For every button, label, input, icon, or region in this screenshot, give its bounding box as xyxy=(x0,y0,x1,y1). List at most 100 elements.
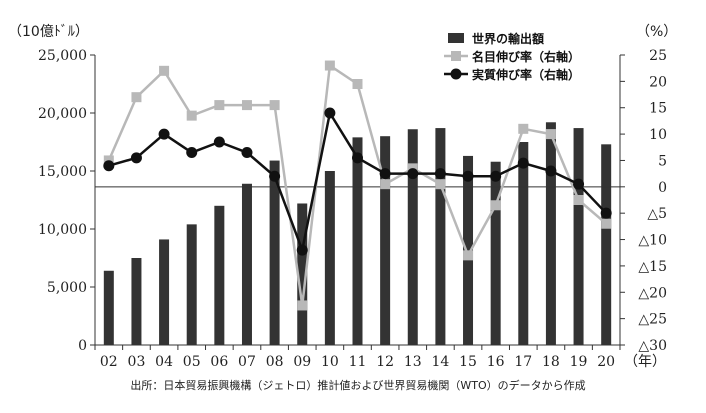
nominal-growth-point xyxy=(573,195,584,205)
bar xyxy=(269,160,280,345)
nominal-growth-point xyxy=(601,218,612,229)
legend-real-swatch-marker xyxy=(450,68,462,80)
right-axis-tick-label: 5 xyxy=(658,153,667,169)
real-growth-point xyxy=(434,168,446,180)
nominal-growth-point xyxy=(214,100,225,111)
x-axis-tick-label: 06 xyxy=(210,354,228,370)
bar xyxy=(324,171,335,345)
left-axis-tick-label: 15,000 xyxy=(38,164,87,180)
nominal-growth-point xyxy=(131,92,142,103)
left-axis-tick-label: 0 xyxy=(78,338,87,354)
x-axis-tick-label: 07 xyxy=(238,354,256,370)
left-axis-unit: （10億ﾄﾞﾙ） xyxy=(8,24,89,40)
real-growth-point xyxy=(213,136,225,148)
right-axis-tick-label: △30 xyxy=(638,338,667,354)
x-axis-tick-label: 20 xyxy=(597,354,615,370)
nominal-growth-point xyxy=(269,100,280,111)
right-axis-tick-label: 20 xyxy=(649,74,667,90)
left-axis-tick-label: 5,000 xyxy=(47,280,87,296)
legend-label: 実質伸び率（右軸） xyxy=(472,67,580,82)
bar xyxy=(380,136,391,345)
bar xyxy=(601,144,612,345)
real-growth-point xyxy=(352,152,363,164)
bar xyxy=(186,224,197,345)
source-note: 出所：日本貿易振興機構（ジェトロ）推計値および世界貿易機関（WTO）のデータから… xyxy=(130,378,585,392)
real-growth-point xyxy=(573,178,585,190)
bar xyxy=(407,129,418,345)
x-axis-tick-label: 13 xyxy=(404,354,422,370)
x-axis-tick-label: 10 xyxy=(321,354,339,370)
real-growth-point xyxy=(407,168,419,180)
legend-bar-swatch xyxy=(448,33,464,43)
nominal-growth-point xyxy=(435,179,446,190)
nominal-growth-point xyxy=(545,129,556,140)
bar xyxy=(241,183,252,345)
bar xyxy=(490,161,501,345)
right-axis-tick-label: 10 xyxy=(649,127,667,143)
x-axis-tick-label: 18 xyxy=(542,354,560,370)
right-axis-tick-label: △20 xyxy=(638,285,667,301)
left-axis-tick-label: 10,000 xyxy=(38,222,87,238)
x-axis-tick-label: 08 xyxy=(266,354,284,370)
right-axis-tick-label: △10 xyxy=(638,233,667,249)
x-axis-unit: （年） xyxy=(624,354,666,370)
real-growth-point xyxy=(103,160,115,172)
nominal-growth-point xyxy=(463,250,474,261)
real-growth-point xyxy=(324,107,336,119)
legend-label: 世界の輸出額 xyxy=(472,31,544,46)
x-axis-tick-label: 02 xyxy=(100,354,118,370)
legend-nominal-swatch-marker xyxy=(451,51,461,61)
line-series xyxy=(103,60,612,311)
real-growth-point xyxy=(600,207,612,219)
right-axis-tick-label: △25 xyxy=(638,312,667,328)
nominal-growth-point xyxy=(352,79,363,89)
real-growth-point xyxy=(241,147,253,159)
x-axis-tick-label: 03 xyxy=(128,354,146,370)
bar xyxy=(435,128,446,345)
nominal-growth-point xyxy=(241,100,252,111)
nominal-growth-point xyxy=(186,110,197,121)
x-axis-tick-label: 19 xyxy=(570,354,588,370)
real-growth-point xyxy=(269,170,281,182)
x-axis-tick-label: 16 xyxy=(487,354,505,370)
x-axis-tick-label: 15 xyxy=(459,354,477,370)
right-axis-tick-label: 25 xyxy=(649,48,667,64)
nominal-growth-point xyxy=(518,123,529,134)
bar xyxy=(214,205,225,345)
real-growth-point xyxy=(379,168,391,180)
left-axis-tick-label: 20,000 xyxy=(38,106,87,122)
legend-label: 名目伸び率（右軸） xyxy=(472,49,580,64)
x-axis-tick-label: 14 xyxy=(431,354,449,370)
right-axis-tick-label: △5 xyxy=(647,206,667,222)
left-axis-tick-label: 25,000 xyxy=(38,48,87,64)
x-axis-tick-label: 05 xyxy=(183,354,201,370)
nominal-growth-point xyxy=(490,200,501,211)
real-growth-point xyxy=(462,170,474,182)
nominal-growth-point xyxy=(297,300,308,311)
nominal-growth-point xyxy=(159,65,170,76)
real-growth-point xyxy=(545,165,557,177)
bar xyxy=(518,142,529,345)
real-growth-point xyxy=(186,147,198,159)
nominal-growth-point xyxy=(380,179,391,190)
bar xyxy=(297,203,308,345)
real-growth-point xyxy=(517,157,529,169)
x-axis-tick-label: 09 xyxy=(293,354,311,370)
x-axis-tick-label: 12 xyxy=(376,354,394,370)
right-axis-tick-label: 0 xyxy=(658,180,667,196)
x-axis-tick-label: 11 xyxy=(349,354,367,370)
real-growth-point xyxy=(296,244,308,256)
bar xyxy=(159,239,170,345)
x-axis-tick-label: 17 xyxy=(514,354,532,370)
right-axis-unit: （%） xyxy=(636,24,677,40)
real-growth-point xyxy=(130,152,142,164)
x-axis-tick-label: 04 xyxy=(155,354,173,370)
right-axis-tick-label: 15 xyxy=(649,101,667,117)
right-axis-tick-label: △15 xyxy=(638,259,667,275)
axes: 0 5,000 10,000 15,000 20,000 25,000 （10億ﾄﾞﾙ） △3… xyxy=(8,24,677,370)
bar xyxy=(131,258,142,345)
bar xyxy=(545,122,556,345)
bar xyxy=(103,270,114,345)
